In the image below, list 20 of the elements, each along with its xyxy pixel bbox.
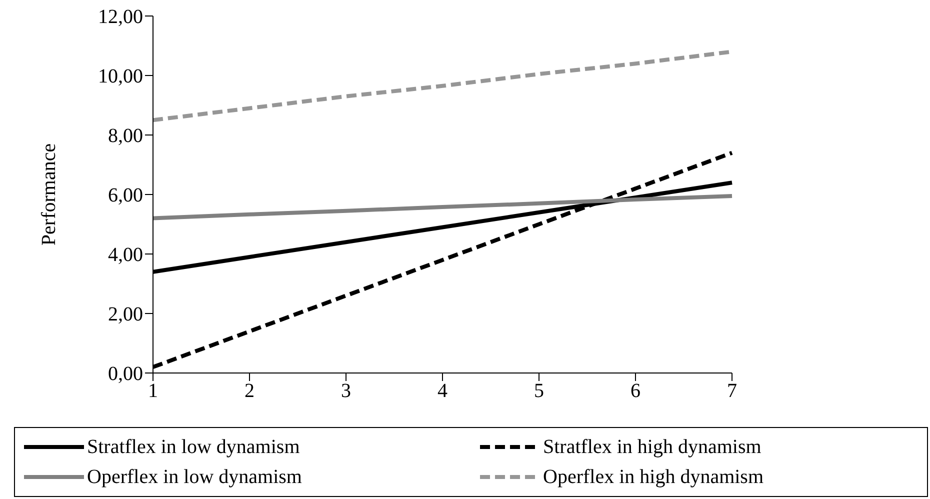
y-tick-label: 0,00 — [108, 363, 143, 386]
y-tick-label: 2,00 — [108, 304, 143, 326]
legend-label: Stratflex in low dynamism — [87, 436, 300, 458]
y-tick-label: 6,00 — [108, 184, 143, 207]
y-axis-title: Performance — [38, 143, 60, 246]
y-tick-label: 4,00 — [108, 244, 143, 266]
x-tick-label: 5 — [534, 380, 544, 402]
line-series — [151, 194, 734, 220]
x-tick-label: 6 — [630, 380, 640, 402]
legend-label: Operflex in low dynamism — [87, 466, 302, 488]
x-tick-label: 1 — [148, 380, 158, 402]
x-tick-label: 4 — [438, 380, 448, 402]
legend-label: Stratflex in high dynamism — [543, 436, 762, 458]
y-tick-label: 12,00 — [98, 6, 143, 28]
y-tick-label: 8,00 — [108, 125, 143, 148]
x-tick-label: 3 — [341, 380, 351, 402]
legend-label: Operflex in high dynamism — [543, 466, 764, 488]
x-tick-label: 2 — [244, 380, 254, 402]
x-tick-label: 7 — [727, 380, 737, 402]
y-tick-label: 10,00 — [98, 66, 143, 88]
